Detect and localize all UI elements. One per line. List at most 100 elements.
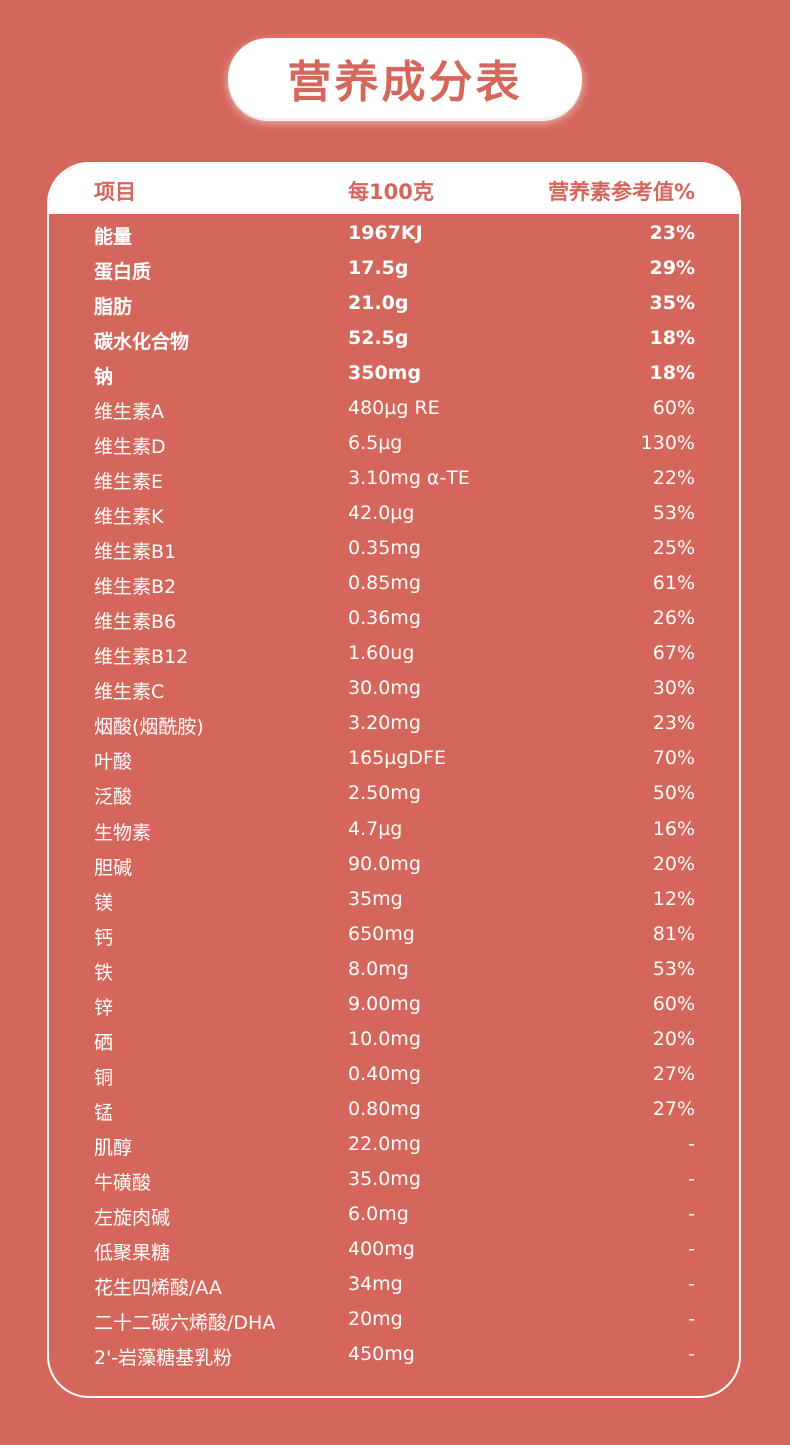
nrv-percent: 26% bbox=[652, 607, 695, 630]
table-row: 肌醇 22.0mg - bbox=[49, 1127, 739, 1162]
amount-per-100g: 2.50mg bbox=[348, 782, 421, 805]
nrv-percent: 60% bbox=[652, 992, 695, 1015]
nutrient-name: 锌 bbox=[94, 996, 114, 1019]
table-row: 脂肪 21.0g 35% bbox=[49, 286, 739, 321]
amount-per-100g: 42.0µg bbox=[348, 502, 415, 525]
amount-per-100g: 6.5µg bbox=[348, 432, 403, 455]
nrv-percent: 53% bbox=[652, 502, 695, 525]
nrv-percent: - bbox=[688, 1272, 695, 1295]
nutrient-name: 左旋肉碱 bbox=[94, 1206, 171, 1229]
amount-per-100g: 8.0mg bbox=[348, 957, 409, 980]
nrv-percent: 23% bbox=[649, 222, 695, 244]
amount-per-100g: 4.7µg bbox=[348, 817, 403, 840]
table-row: 牛磺酸 35.0mg - bbox=[49, 1162, 739, 1197]
nutrition-table: 项目 每100克 营养素参考值% 能量 1967KJ 23% 蛋白质 17.5g 29% 脂… bbox=[47, 162, 741, 1398]
table-row: 花生四烯酸/AA 34mg - bbox=[49, 1267, 739, 1302]
nrv-percent: 53% bbox=[652, 957, 695, 980]
nutrient-name: 硒 bbox=[94, 1031, 114, 1054]
nrv-percent: 30% bbox=[652, 677, 695, 700]
nutrient-name: 低聚果糖 bbox=[94, 1241, 171, 1264]
nrv-percent: 16% bbox=[652, 817, 695, 840]
nrv-percent: 27% bbox=[652, 1062, 695, 1085]
amount-per-100g: 480µg RE bbox=[348, 397, 440, 420]
nrv-percent: 20% bbox=[652, 1027, 695, 1050]
nrv-percent: - bbox=[688, 1167, 695, 1190]
nrv-percent: - bbox=[688, 1307, 695, 1330]
nutrient-name: 锰 bbox=[94, 1101, 114, 1124]
table-row: 镁 35mg 12% bbox=[49, 882, 739, 917]
nutrient-name: 维生素C bbox=[94, 681, 165, 704]
amount-per-100g: 450mg bbox=[348, 1342, 415, 1365]
nutrient-name: 花生四烯酸/AA bbox=[94, 1276, 222, 1299]
nutrient-name: 维生素B2 bbox=[94, 576, 177, 599]
table-row: 维生素B2 0.85mg 61% bbox=[49, 566, 739, 601]
amount-per-100g: 1967KJ bbox=[348, 222, 423, 244]
nutrient-name: 铁 bbox=[94, 961, 114, 984]
nutrient-name: 叶酸 bbox=[94, 751, 133, 774]
amount-per-100g: 35.0mg bbox=[348, 1167, 421, 1190]
table-row: 叶酸 165µgDFE 70% bbox=[49, 741, 739, 776]
amount-per-100g: 350mg bbox=[348, 362, 422, 385]
nutrient-name: 维生素K bbox=[94, 506, 164, 529]
header-item: 项目 bbox=[94, 180, 136, 204]
nutrient-name: 生物素 bbox=[94, 821, 152, 844]
amount-per-100g: 0.80mg bbox=[348, 1097, 421, 1120]
header-nrv: 营养素参考值% bbox=[547, 180, 695, 204]
amount-per-100g: 6.0mg bbox=[348, 1202, 409, 1225]
amount-per-100g: 165µgDFE bbox=[348, 747, 446, 770]
nrv-percent: 23% bbox=[652, 712, 695, 735]
table-row: 维生素D 6.5µg 130% bbox=[49, 426, 739, 461]
table-row: 左旋肉碱 6.0mg - bbox=[49, 1197, 739, 1232]
nrv-percent: - bbox=[688, 1202, 695, 1225]
nutrient-name: 脂肪 bbox=[94, 296, 133, 319]
nrv-percent: 12% bbox=[652, 887, 695, 910]
nutrient-name: 钙 bbox=[94, 926, 114, 949]
amount-per-100g: 3.20mg bbox=[348, 712, 421, 735]
nrv-percent: 22% bbox=[652, 467, 695, 490]
nutrient-name: 镁 bbox=[94, 891, 114, 914]
table-row: 维生素B6 0.36mg 26% bbox=[49, 601, 739, 636]
nutrient-name: 铜 bbox=[94, 1066, 114, 1089]
nrv-percent: 61% bbox=[652, 572, 695, 595]
table-row: 能量 1967KJ 23% bbox=[49, 216, 739, 251]
table-row: 二十二碳六烯酸/DHA 20mg - bbox=[49, 1302, 739, 1337]
nrv-percent: 50% bbox=[652, 782, 695, 805]
table-row: 蛋白质 17.5g 29% bbox=[49, 251, 739, 286]
nutrient-name: 牛磺酸 bbox=[94, 1171, 152, 1194]
table-row: 维生素C 30.0mg 30% bbox=[49, 671, 739, 706]
nrv-percent: - bbox=[688, 1342, 695, 1365]
nrv-percent: 18% bbox=[649, 327, 695, 350]
nutrient-name: 维生素B12 bbox=[94, 646, 189, 669]
table-row: 锰 0.80mg 27% bbox=[49, 1092, 739, 1127]
nrv-percent: 25% bbox=[652, 537, 695, 560]
nrv-percent: 18% bbox=[649, 362, 695, 385]
nrv-percent: 35% bbox=[649, 292, 695, 315]
amount-per-100g: 34mg bbox=[348, 1272, 403, 1295]
table-row: 钙 650mg 81% bbox=[49, 917, 739, 952]
nrv-percent: 29% bbox=[649, 257, 695, 280]
amount-per-100g: 17.5g bbox=[348, 257, 409, 280]
table-row: 铁 8.0mg 53% bbox=[49, 952, 739, 987]
table-row: 锌 9.00mg 60% bbox=[49, 987, 739, 1022]
page-title: 营养成分表 bbox=[287, 57, 523, 108]
nutrient-name: 二十二碳六烯酸/DHA bbox=[94, 1311, 276, 1334]
amount-per-100g: 90.0mg bbox=[348, 852, 421, 875]
nrv-percent: 27% bbox=[652, 1097, 695, 1120]
nutrient-name: 钠 bbox=[94, 366, 114, 389]
title-pill: 营养成分表 bbox=[228, 38, 582, 118]
amount-per-100g: 0.85mg bbox=[348, 572, 421, 595]
nutrient-name: 维生素D bbox=[94, 436, 166, 459]
nrv-percent: 20% bbox=[652, 852, 695, 875]
amount-per-100g: 10.0mg bbox=[348, 1027, 421, 1050]
amount-per-100g: 22.0mg bbox=[348, 1132, 421, 1155]
nutrient-name: 维生素E bbox=[94, 471, 164, 494]
nutrient-name: 碳水化合物 bbox=[94, 331, 190, 354]
amount-per-100g: 400mg bbox=[348, 1237, 415, 1260]
amount-per-100g: 1.60ug bbox=[348, 642, 415, 665]
table-row: 低聚果糖 400mg - bbox=[49, 1232, 739, 1267]
table-row: 铜 0.40mg 27% bbox=[49, 1057, 739, 1092]
table-row: 维生素B1 0.35mg 25% bbox=[49, 531, 739, 566]
nrv-percent: 70% bbox=[652, 747, 695, 770]
table-row: 维生素A 480µg RE 60% bbox=[49, 391, 739, 426]
table-row: 硒 10.0mg 20% bbox=[49, 1022, 739, 1057]
